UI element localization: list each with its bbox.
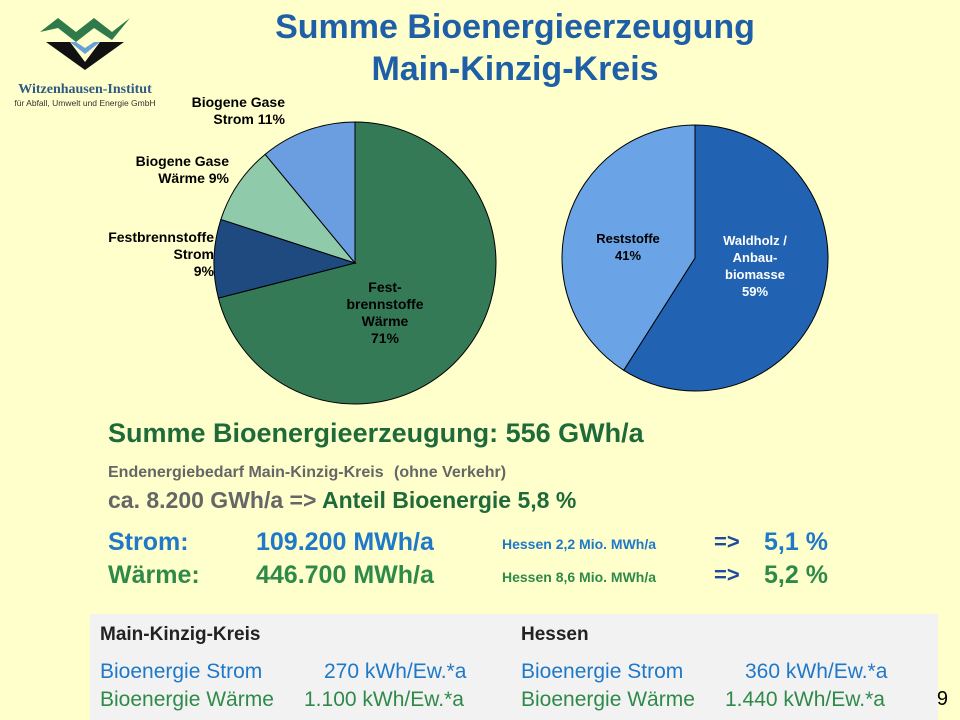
slide-title: Summe Bioenergieerzeugung Main-Kinzig-Kr… [215,6,815,90]
title-line-2: Main-Kinzig-Kreis [371,50,659,88]
energy-demand-value: ca. 8.200 GWh/a => [108,487,317,513]
left-strom-label: Bioenergie Strom [100,660,263,683]
slice-label-line: Wärme [361,313,409,329]
energy-demand-text: Endenergiebedarf Main-Kinzig-Kreis [108,464,384,481]
strom-label: Strom: [108,528,189,556]
slice-label-biogene-gase-waerme: Biogene Gase Wärme 9% [90,153,229,187]
waerme-percent: 5,2 % [764,561,828,589]
strom-hessen: Hessen 2,2 Mio. MWh/a [502,536,657,552]
right-strom-label: Bioenergie Strom [521,660,684,683]
pie-chart-left [213,121,497,405]
slice-label-line: 59% [741,284,769,299]
left-strom-value: 270 kWh/Ew.*a [324,660,467,683]
bioenergy-share: Anteil Bioenergie 5,8 % [321,487,577,513]
slice-label-line: 71% [370,330,400,346]
slice-label-line: Festbrennstoffe [108,229,214,245]
left-waerme-label: Bioenergie Wärme [100,688,274,711]
logo-icon [40,18,130,70]
pie-slice-1 [213,218,357,299]
slice-label-line: Biogene Gase [191,94,285,110]
comparison-heading-right: Hessen [521,624,589,645]
slice-label-reststoffe: Reststoffe 41% [578,230,678,264]
slice-label-line: Strom 11% [213,111,285,127]
total-bioenergy: Summe Bioenergieerzeugung: 556 GWh/a [108,418,644,448]
page-number: 9 [936,688,948,710]
slice-label-line: 41% [614,248,642,263]
slice-label-line: Wärme 9% [158,170,229,186]
left-waerme-value: 1.100 kWh/Ew.*a [304,688,464,711]
pie-slice-0 [217,121,497,405]
slice-label-line: Anbau- [732,250,778,265]
logo-subtitle: für Abfall, Umwelt und Energie GmbH [14,98,156,108]
slice-label-line: Biogene Gase [135,153,229,169]
slice-label-line: 9% [193,263,214,279]
waerme-value: 446.700 MWh/a [256,561,434,589]
energy-demand-note: (ohne Verkehr) [394,464,507,481]
pie-chart-right [561,124,829,392]
title-line-1: Summe Bioenergieerzeugung [275,8,755,46]
slice-label-line: brennstoffe [346,296,424,312]
waerme-arrow: => [714,562,740,587]
slice-label-biogene-gase-strom: Biogene Gase Strom 11% [140,94,285,128]
right-strom-value: 360 kWh/Ew.*a [745,660,888,683]
slice-label-line: Fest- [368,279,402,295]
strom-arrow: => [714,529,740,554]
strom-value: 109.200 MWh/a [256,528,434,556]
slice-label-waldholz: Waldholz / Anbau- biomasse 59% [700,232,810,300]
comparison-heading-left: Main-Kinzig-Kreis [100,624,261,645]
right-waerme-value: 1.440 kWh/Ew.*a [725,688,885,711]
logo-name: Witzenhausen-Institut [18,82,152,97]
slice-label-festbrennstoffe-strom: Festbrennstoffe Strom 9% [70,229,214,280]
pie-slice-3 [264,121,356,265]
pie-slice-1 [561,124,696,371]
waerme-label: Wärme: [108,561,200,589]
right-waerme-label: Bioenergie Wärme [521,688,695,711]
slice-label-festbrennstoffe-waerme: Fest- brennstoffe Wärme 71% [330,279,440,347]
waerme-hessen: Hessen 8,6 Mio. MWh/a [502,569,657,585]
strom-percent: 5,1 % [764,528,828,556]
pie-slice-0 [623,124,829,392]
slice-label-line: Waldholz / [723,233,787,248]
slice-label-line: Strom [173,246,214,262]
comparison-panel: Main-Kinzig-Kreis Hessen Bioenergie Stro… [90,614,938,720]
slice-label-line: biomasse [725,267,785,282]
energy-demand-label: Endenergiebedarf Main-Kinzig-Kreis (ohne… [108,464,506,482]
energy-demand-row: ca. 8.200 GWh/a => Anteil Bioenergie 5,8… [108,487,576,514]
slice-label-line: Reststoffe [596,231,660,246]
pie-slice-2 [220,153,357,265]
